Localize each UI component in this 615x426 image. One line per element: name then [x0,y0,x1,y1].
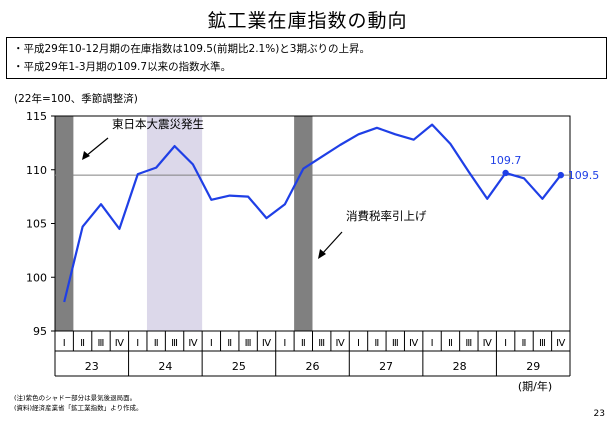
recession-shade [146,116,203,331]
note-recession: (注)紫色のシャドー部分は景気後退局面。 [14,394,137,402]
quarter-label: Ⅳ [483,338,493,349]
annotation-earthquake: 東日本大震災発生 [112,117,204,131]
quarter-label: Ⅱ [301,338,306,349]
quarter-label: Ⅱ [154,338,159,349]
quarter-label: Ⅲ [318,338,325,349]
year-label: 26 [306,360,320,373]
page-title: 鉱工業在庫指数の動向 [207,10,408,32]
data-label: 109.7 [490,154,522,167]
annotation-arrowhead [82,151,90,160]
note-source: (資料)経済産業省「鉱工業指数」より作成。 [14,404,143,412]
data-label: 109.5 [568,169,600,182]
quarter-label: Ⅰ [357,338,360,349]
y-tick-label: 100 [26,271,47,284]
quarter-label: Ⅳ [188,338,198,349]
year-label: 23 [85,360,99,373]
quarter-label: Ⅳ [262,338,272,349]
y-tick-label: 110 [26,164,47,177]
quarter-label: Ⅲ [171,338,178,349]
quarter-label: Ⅱ [522,338,527,349]
data-point-marker [502,169,509,177]
year-label: 24 [158,360,172,373]
quarter-label: Ⅰ [431,338,434,349]
quarter-label: Ⅲ [465,338,472,349]
annotation-arrow-line [85,137,109,157]
year-label: 29 [526,360,540,373]
quarter-label: Ⅱ [227,338,232,349]
quarter-label: Ⅰ [136,338,139,349]
unit-label: (22年=100、季節調整済) [14,92,138,105]
quarter-label: Ⅲ [539,338,546,349]
quarter-label: Ⅱ [374,338,379,349]
event-shade-bar-1 [294,116,313,331]
y-tick-label: 95 [33,325,47,338]
y-tick-label: 115 [26,110,47,123]
quarter-label: Ⅳ [409,338,419,349]
year-label: 27 [379,360,393,373]
y-tick-label: 105 [26,218,47,231]
quarter-label: Ⅱ [80,338,85,349]
quarter-label: Ⅲ [98,338,105,349]
quarter-label: Ⅰ [63,338,66,349]
quarter-label: Ⅱ [448,338,453,349]
annotation-arrow-line [321,231,343,255]
quarter-label: Ⅲ [245,338,252,349]
annotation-arrowhead [318,249,326,259]
summary-line-1: ・平成29年10-12月期の在庫指数は109.5(前期比2.1%)と3期ぶりの上… [13,43,370,55]
summary-line-2: ・平成29年1-3月期の109.7以来の指数水準。 [13,61,232,73]
quarter-label: Ⅰ [283,338,286,349]
quarter-label: Ⅳ [556,338,566,349]
page-number: 23 [593,409,605,419]
quarter-label: Ⅲ [392,338,399,349]
event-shade-bar-0 [55,116,74,331]
summary-box: ・平成29年10-12月期の在庫指数は109.5(前期比2.1%)と3期ぶりの上… [6,37,607,79]
quarter-label: Ⅰ [504,338,507,349]
quarter-label: Ⅰ [210,338,213,349]
series-line [63,123,562,303]
year-label: 25 [232,360,246,373]
data-point-marker [557,171,565,179]
quarter-label: Ⅳ [115,338,125,349]
annotation-tax-hike: 消費税率引上げ [346,209,427,223]
quarter-label: Ⅳ [335,338,345,349]
x-axis-label: (期/年) [518,379,552,393]
year-label: 28 [453,360,467,373]
